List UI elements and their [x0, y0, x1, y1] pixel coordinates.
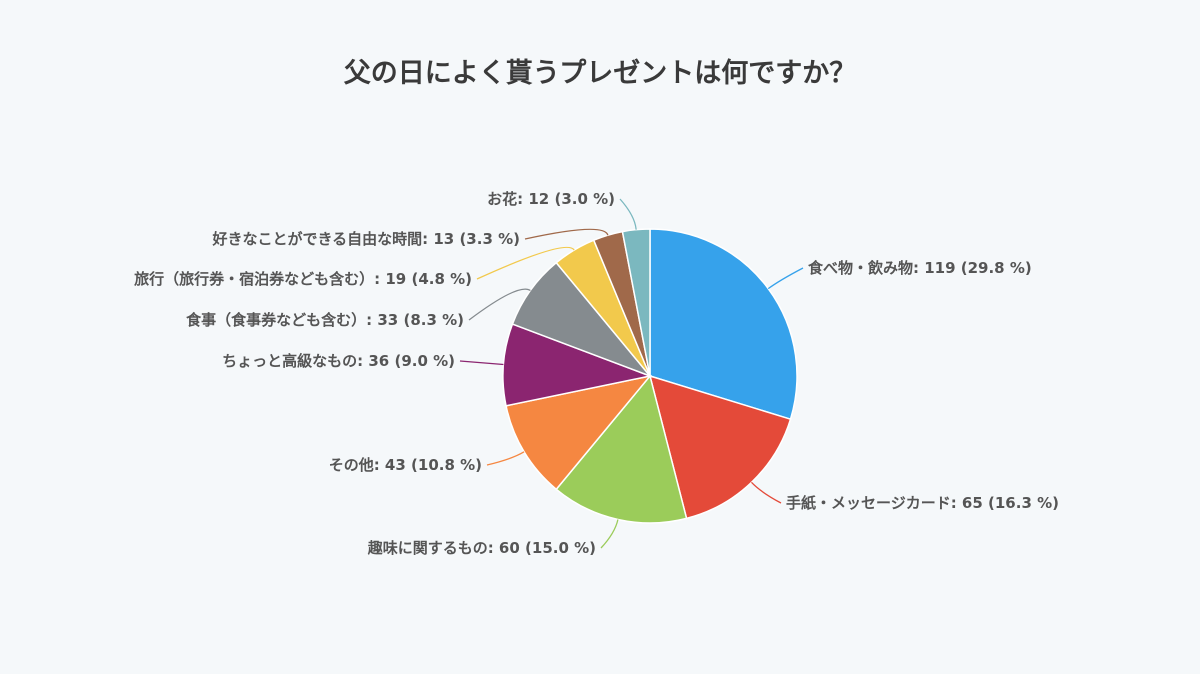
connector-line-8 — [619, 198, 637, 230]
connector-line-0 — [767, 267, 804, 290]
connector-line-7 — [524, 228, 609, 240]
slice-label-6: 旅行（旅行券・宿泊券なども含む）: 19 (4.8 %) — [134, 270, 472, 288]
label-connectors — [459, 198, 804, 549]
connector-line-5 — [468, 288, 531, 321]
connector-line-4 — [459, 360, 504, 366]
slice-label-1: 手紙・メッセージカード: 65 (16.3 %) — [786, 494, 1059, 512]
slice-label-5: 食事（食事券なども含む）: 33 (8.3 %) — [186, 311, 464, 329]
pie-slice-4[interactable] — [502, 323, 653, 407]
connector-line-1 — [750, 481, 782, 504]
slice-label-7: 好きなことができる自由な時間: 13 (3.3 %) — [211, 230, 520, 248]
connector-line-3 — [486, 451, 525, 466]
slice-label-3: その他: 43 (10.8 %) — [329, 456, 482, 474]
connector-line-2 — [600, 519, 619, 549]
pie-slices — [502, 228, 798, 524]
slice-label-8: お花: 12 (3.0 %) — [487, 190, 615, 208]
pie-slice-1[interactable] — [648, 374, 792, 520]
slice-label-2: 趣味に関するもの: 60 (15.0 %) — [367, 539, 596, 557]
slice-labels: 食べ物・飲み物: 119 (29.8 %) 手紙・メッセージカード: 65 (16… — [134, 190, 1059, 557]
chart-title: 父の日によく貰うプレゼントは何ですか？ — [344, 58, 856, 89]
slice-label-4: ちょっと高級なもの: 36 (9.0 %) — [222, 352, 455, 370]
connector-line-6 — [476, 246, 575, 280]
slice-label-0: 食べ物・飲み物: 119 (29.8 %) — [808, 259, 1032, 277]
pie-slice-0[interactable] — [649, 228, 798, 421]
